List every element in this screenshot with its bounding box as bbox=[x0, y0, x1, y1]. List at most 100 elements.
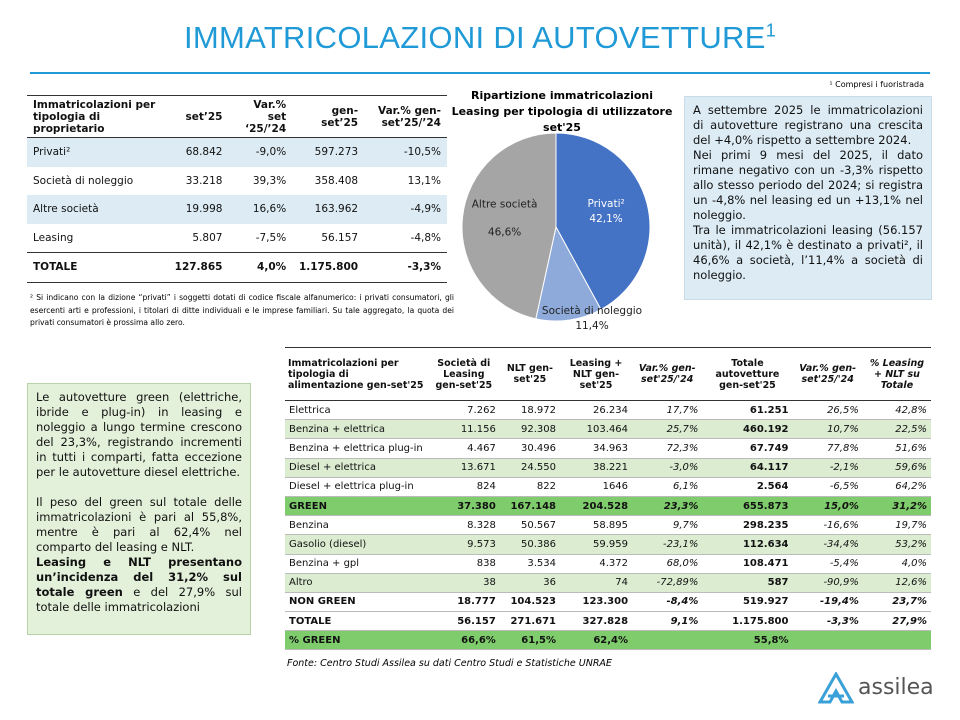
cell: 4.372 bbox=[560, 554, 633, 574]
cell: Diesel + elettrica bbox=[285, 458, 428, 478]
green-p3: Leasing e NLT presentano un’incidenza de… bbox=[36, 555, 242, 615]
cell: -10,5% bbox=[364, 137, 447, 167]
cell: -72,89% bbox=[632, 573, 703, 593]
green-p2: Il peso del green sul totale delle immat… bbox=[36, 495, 242, 554]
cell: 5.807 bbox=[192, 231, 223, 244]
cell: 519.927 bbox=[702, 592, 793, 613]
header-row: Immatricolazioni per tipologia di propri… bbox=[27, 95, 447, 138]
row: Altre società 19.998 16,6% 163.962 -4,9% bbox=[27, 195, 447, 224]
logo-shape bbox=[818, 672, 854, 704]
cell: 24.550 bbox=[499, 458, 560, 478]
cell: 9.573 bbox=[427, 534, 500, 555]
cell: 36 bbox=[499, 573, 560, 593]
column-header: % Leasing + NLT su Totale bbox=[862, 347, 931, 401]
green-p3-rest: e del 27,9% sul totale delle immatricola… bbox=[36, 585, 243, 614]
cell: 16,6% bbox=[228, 195, 293, 224]
cell: 25,7% bbox=[632, 419, 703, 440]
cell: 37.380 bbox=[427, 496, 500, 517]
cell: 8.328 bbox=[427, 515, 500, 536]
cell: Privati² bbox=[27, 137, 169, 167]
cell: 822 bbox=[499, 477, 560, 497]
cell: 112.634 bbox=[702, 534, 793, 555]
cell: TOTALE bbox=[285, 611, 428, 632]
cell: 13,1% bbox=[407, 174, 441, 187]
cell: 2.564 bbox=[702, 477, 793, 497]
cell: 67.749 bbox=[702, 438, 793, 459]
cell: 9,7% bbox=[632, 515, 703, 536]
cell: Altro bbox=[285, 573, 428, 593]
slice-label: Società di noleggio bbox=[542, 305, 642, 317]
cell: Benzina bbox=[285, 515, 428, 536]
cell: -5,4% bbox=[792, 554, 863, 574]
cell: 15,0% bbox=[792, 496, 863, 517]
cell: 9,1% bbox=[632, 611, 703, 632]
cell: 7.262 bbox=[427, 400, 500, 421]
row: Diesel + elettrica 13.671 24.550 38.221 -3,0… bbox=[285, 458, 931, 478]
title: IMMATRICOLAZIONI DI AUTOVETTURE1 bbox=[0, 20, 960, 56]
cell: 17,7% bbox=[632, 400, 703, 421]
slice-value: 11,4% bbox=[575, 320, 608, 332]
cell: -2,1% bbox=[792, 458, 863, 478]
column-header: Var.% gen-set’25/’24 bbox=[364, 95, 447, 138]
pie-slice bbox=[535, 225, 602, 322]
cell: -16,6% bbox=[792, 515, 863, 536]
row: NON GREEN 18.777 104.523 123.300 -8,4% 519.92… bbox=[285, 592, 931, 613]
cell: -34,4% bbox=[792, 534, 863, 555]
cell bbox=[862, 630, 931, 651]
cell: 18.972 bbox=[499, 400, 560, 421]
cell: -9,0% bbox=[228, 137, 293, 167]
cell: 1646 bbox=[560, 477, 633, 497]
cell: 204.528 bbox=[560, 496, 633, 517]
cell: 163.962 bbox=[292, 195, 365, 224]
cell: 327.828 bbox=[560, 611, 633, 632]
owner-footnote: ² Si indicano con la dizione “privati” i… bbox=[30, 293, 454, 327]
cell: -23,1% bbox=[632, 534, 703, 555]
cell: -4,9% bbox=[364, 195, 447, 224]
column-header: Società di Leasing gen-set'25 bbox=[427, 347, 500, 401]
column-header: set’25 bbox=[168, 95, 229, 138]
row: Diesel + elettrica plug-in 824 822 1646 6,1%… bbox=[285, 477, 931, 497]
summary-paragraph: A settembre 2025 le immatricolazioni di … bbox=[693, 103, 923, 147]
cell: 55,8% bbox=[702, 630, 793, 651]
owner-table: Immatricolazioni per tipologia di propri… bbox=[27, 95, 447, 283]
cell: -3,3% bbox=[792, 611, 863, 632]
cell: 587 bbox=[702, 573, 793, 593]
title-text: IMMATRICOLAZIONI DI AUTOVETTURE bbox=[183, 20, 766, 55]
cell: 1.175.800 bbox=[292, 252, 365, 283]
cell: 13.671 bbox=[427, 458, 500, 478]
cell: Diesel + elettrica plug-in bbox=[285, 477, 428, 497]
header-row: Immatricolazioni per tipologia di alimen… bbox=[285, 347, 931, 401]
cell: 26.234 bbox=[560, 400, 633, 421]
cell: 53,2% bbox=[862, 534, 931, 555]
cell: 61,5% bbox=[499, 630, 560, 651]
cell: 27,9% bbox=[862, 611, 931, 632]
pie-slice bbox=[461, 132, 557, 320]
cell: Leasing bbox=[33, 231, 74, 244]
cell: 6,1% bbox=[632, 477, 703, 497]
row: Benzina + elettrica 11.156 92.308 103.464 25… bbox=[285, 419, 931, 440]
column-header: Leasing + NLT gen-set'25 bbox=[560, 347, 633, 401]
cell: 127.865 bbox=[168, 252, 229, 283]
cell: 68,0% bbox=[632, 554, 703, 574]
cell: 58.895 bbox=[560, 515, 633, 536]
cell: 30.496 bbox=[499, 438, 560, 459]
cell: 103.464 bbox=[560, 419, 633, 440]
cell: 56.157 bbox=[427, 611, 500, 632]
green-p3-bold: Leasing e NLT presentano un’incidenza de… bbox=[36, 555, 242, 599]
cell: 4.467 bbox=[427, 438, 500, 459]
cell: 10,7% bbox=[792, 419, 863, 440]
cell: -8,4% bbox=[632, 592, 703, 613]
row: Benzina + gpl 838 3.534 4.372 68,0% 108.471 -5… bbox=[285, 554, 931, 574]
cell: 66,6% bbox=[427, 630, 500, 651]
slice-label: Altre società bbox=[472, 198, 538, 210]
row: Benzina + elettrica plug-in 4.467 30.496 34… bbox=[285, 438, 931, 459]
cell: 38 bbox=[427, 573, 500, 593]
column-header: Var.% set ‘25/’24 bbox=[228, 95, 293, 138]
title-sup: 1 bbox=[765, 20, 776, 41]
cell: 34.963 bbox=[560, 438, 633, 459]
cell: 64.117 bbox=[702, 458, 793, 478]
cell: -4,8% bbox=[410, 231, 441, 244]
slice-value: 46,6% bbox=[488, 226, 521, 238]
cell: 62,4% bbox=[560, 630, 633, 651]
row: Benzina 8.328 50.567 58.895 9,7% 298.235 -16,6… bbox=[285, 515, 931, 536]
